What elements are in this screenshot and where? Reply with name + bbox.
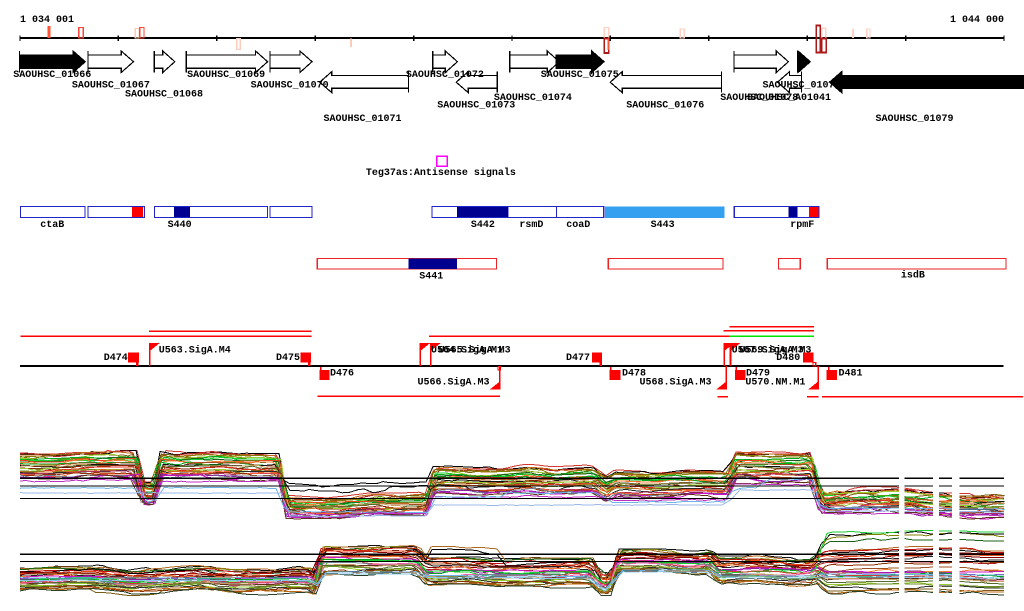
svg-text:SAOUHSC_01077: SAOUHSC_01077 <box>763 81 841 92</box>
svg-text:1 034 001: 1 034 001 <box>20 15 74 26</box>
svg-text:SAOUHSC_A01041: SAOUHSC_A01041 <box>747 93 831 104</box>
svg-text:isdB: isdB <box>901 270 925 282</box>
svg-text:SAOUHSC_01076: SAOUHSC_01076 <box>626 100 704 111</box>
svg-text:SAOUHSC_01074: SAOUHSC_01074 <box>494 93 572 104</box>
svg-text:U566.SigA.M3: U566.SigA.M3 <box>418 377 490 389</box>
svg-text:SAOUHSC_01066: SAOUHSC_01066 <box>13 70 91 81</box>
svg-text:U570.NM.M1: U570.NM.M1 <box>745 378 805 389</box>
svg-text:U563.SigA.M4: U563.SigA.M4 <box>159 344 231 356</box>
svg-text:U567.SigA.M3: U567.SigA.M3 <box>732 344 804 356</box>
svg-text:SAOUHSC_01069: SAOUHSC_01069 <box>187 70 265 81</box>
svg-text:U569.SigA.M3: U569.SigA.M3 <box>739 344 811 356</box>
svg-text:SAOUHSC_01072: SAOUHSC_01072 <box>406 70 484 81</box>
svg-text:D479: D479 <box>746 369 770 380</box>
svg-text:SAOUHSC_01070: SAOUHSC_01070 <box>251 81 329 92</box>
svg-text:S443: S443 <box>651 220 675 231</box>
svg-text:U568.SigA.M3: U568.SigA.M3 <box>640 377 712 389</box>
svg-text:D477: D477 <box>566 353 590 364</box>
svg-text:coaD: coaD <box>566 220 590 231</box>
svg-text:D475: D475 <box>276 353 300 364</box>
svg-text:SAOUHSC_01079: SAOUHSC_01079 <box>876 114 954 125</box>
svg-text:S440: S440 <box>168 220 192 231</box>
svg-text:SAOUHSC_01078: SAOUHSC_01078 <box>720 93 798 104</box>
svg-text:D480: D480 <box>776 353 800 364</box>
svg-text:SAOUHSC_01067: SAOUHSC_01067 <box>72 81 150 92</box>
svg-text:1 044 000: 1 044 000 <box>950 15 1004 26</box>
svg-text:SAOUHSC_01073: SAOUHSC_01073 <box>437 100 515 111</box>
svg-text:D476: D476 <box>330 369 354 380</box>
svg-text:D478: D478 <box>622 369 646 380</box>
svg-text:SAOUHSC_01068: SAOUHSC_01068 <box>125 90 203 101</box>
svg-text:Teg37as:Antisense signals: Teg37as:Antisense signals <box>366 167 516 179</box>
svg-text:ctaB: ctaB <box>40 220 64 231</box>
svg-text:rsmD: rsmD <box>519 220 543 231</box>
svg-text:D481: D481 <box>839 369 863 380</box>
svg-text:D474: D474 <box>104 353 128 364</box>
svg-text:S442: S442 <box>471 220 495 231</box>
svg-text:U564.SigA.M1: U564.SigA.M1 <box>431 344 503 356</box>
svg-text:SAOUHSC_01075: SAOUHSC_01075 <box>541 70 619 81</box>
svg-text:U565.SigA.M3: U565.SigA.M3 <box>439 344 511 356</box>
svg-text:rpmF: rpmF <box>790 220 814 231</box>
svg-text:S441: S441 <box>419 271 443 282</box>
svg-text:SAOUHSC_01071: SAOUHSC_01071 <box>324 114 402 125</box>
